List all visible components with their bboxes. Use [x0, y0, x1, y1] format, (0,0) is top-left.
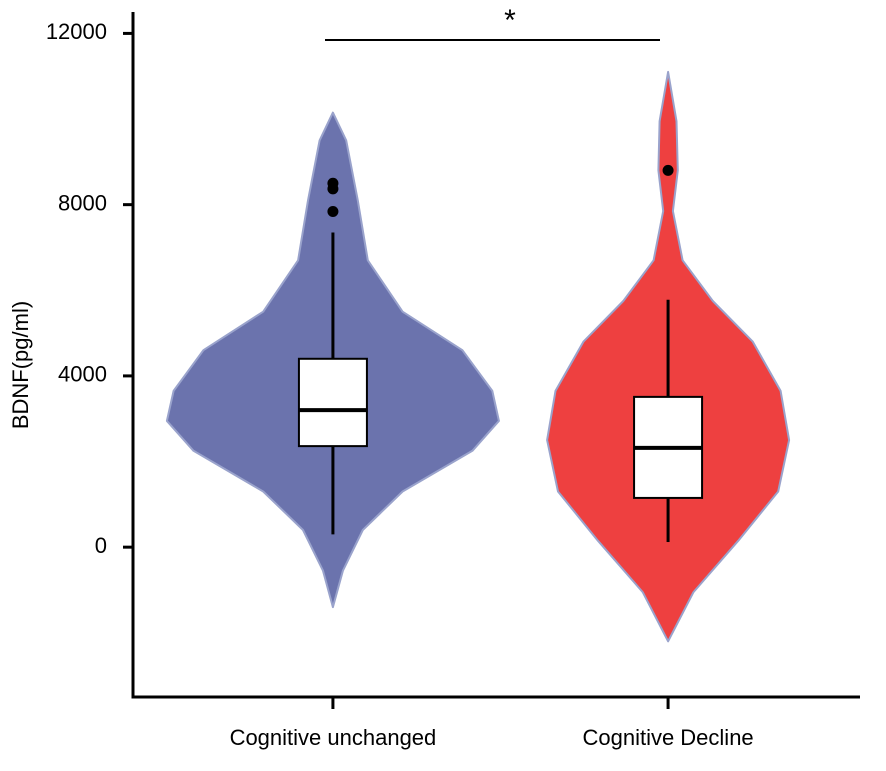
y-tick-label: 4000 [58, 362, 107, 387]
outlier [327, 206, 339, 218]
y-tick-label: 0 [95, 533, 107, 558]
outlier [327, 183, 339, 195]
outlier [662, 164, 674, 176]
x-tick-label: Cognitive Decline [582, 725, 753, 750]
x-tick-label: Cognitive unchanged [230, 725, 437, 750]
y-tick-label: 8000 [58, 190, 107, 215]
y-axis-label: BDNF(pg/ml) [8, 301, 33, 429]
significance-mark: * [504, 4, 516, 37]
y-tick-label: 12000 [46, 19, 107, 44]
box [297, 357, 368, 448]
